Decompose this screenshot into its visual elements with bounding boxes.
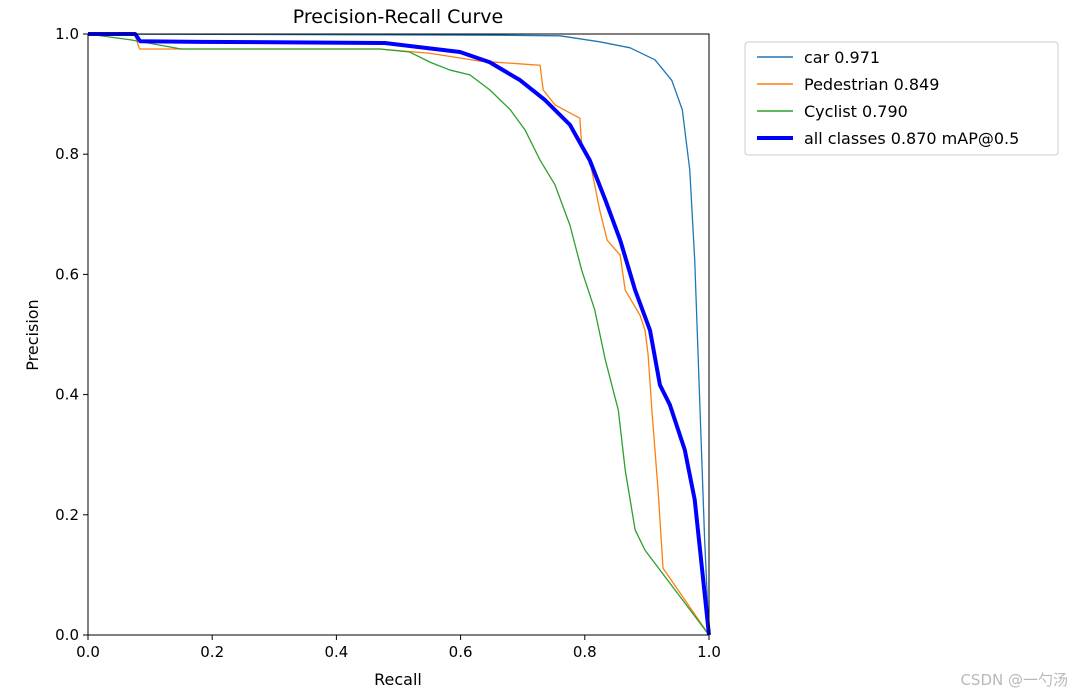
series-lines bbox=[88, 34, 709, 635]
y-tick-label: 0.2 bbox=[55, 506, 79, 524]
legend: car 0.971 Pedestrian 0.849 Cyclist 0.790 al… bbox=[745, 42, 1058, 155]
x-axis: 0.0 0.2 0.4 0.6 0.8 1.0 bbox=[76, 635, 721, 661]
watermark: CSDN @一勺汤 bbox=[960, 669, 1068, 690]
series-line-2 bbox=[88, 34, 709, 635]
y-axis: 0.0 0.2 0.4 0.6 0.8 1.0 bbox=[55, 25, 88, 644]
x-tick-label: 0.6 bbox=[449, 643, 473, 661]
x-tick-label: 0.0 bbox=[76, 643, 100, 661]
y-tick-label: 0.6 bbox=[55, 265, 79, 283]
legend-entry-1: Pedestrian 0.849 bbox=[804, 75, 939, 94]
x-tick-label: 1.0 bbox=[697, 643, 721, 661]
x-tick-label: 0.2 bbox=[200, 643, 224, 661]
y-tick-label: 0.0 bbox=[55, 626, 79, 644]
x-tick-label: 0.4 bbox=[324, 643, 348, 661]
y-tick-label: 0.8 bbox=[55, 145, 79, 163]
x-axis-label: Recall bbox=[374, 670, 422, 689]
x-tick-label: 0.8 bbox=[573, 643, 597, 661]
series-line-0 bbox=[88, 34, 709, 635]
y-tick-label: 0.4 bbox=[55, 386, 79, 404]
y-tick-label: 1.0 bbox=[55, 25, 79, 43]
legend-entry-2: Cyclist 0.790 bbox=[804, 102, 908, 121]
series-line-3 bbox=[88, 34, 709, 635]
legend-entry-0: car 0.971 bbox=[804, 48, 880, 67]
series-line-1 bbox=[88, 34, 709, 635]
y-axis-label: Precision bbox=[23, 299, 42, 370]
chart-title: Precision-Recall Curve bbox=[293, 6, 503, 28]
legend-entry-3: all classes 0.870 mAP@0.5 bbox=[804, 129, 1019, 148]
plot-frame bbox=[88, 34, 709, 635]
